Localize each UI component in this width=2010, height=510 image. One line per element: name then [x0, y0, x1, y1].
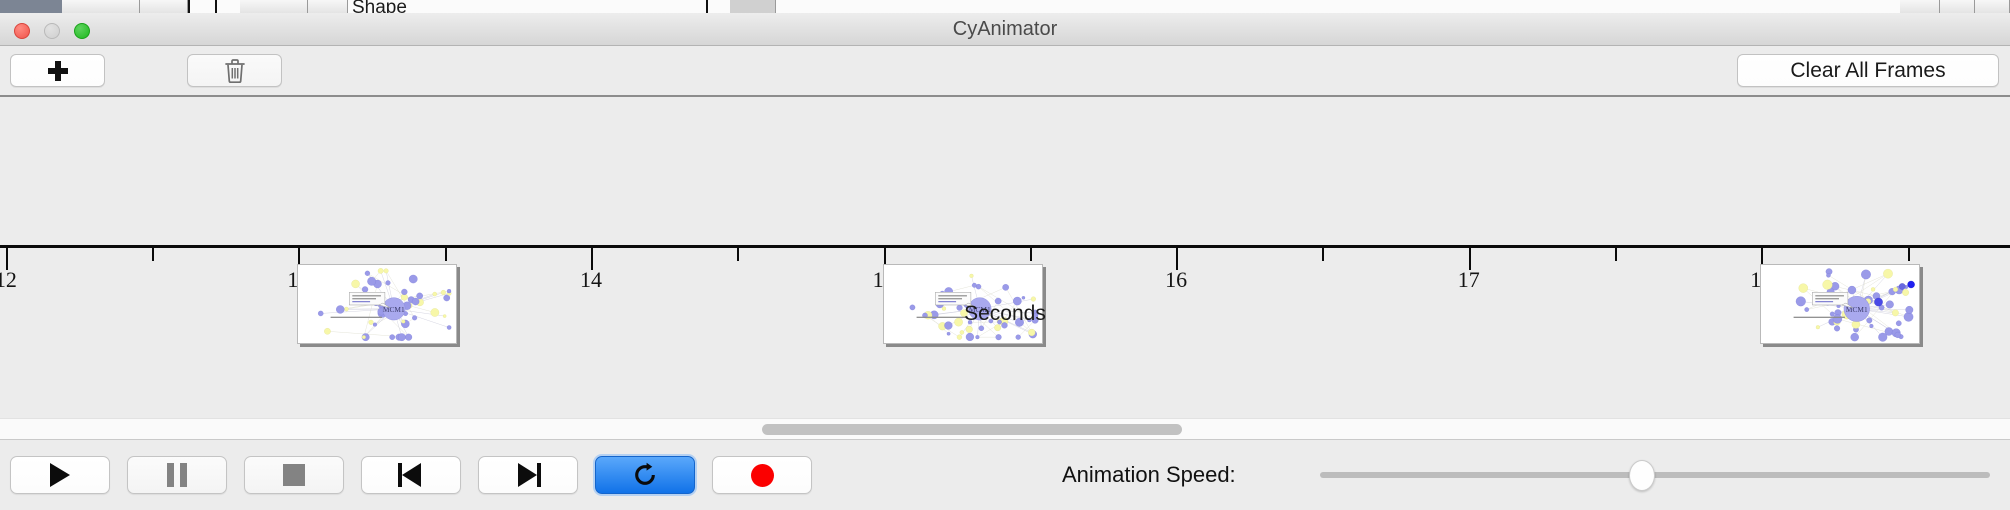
bg-cell	[730, 0, 776, 13]
stop-icon	[283, 464, 305, 486]
timeline-axis	[0, 245, 2010, 248]
timeline-axis-title: Seconds	[964, 302, 1046, 325]
scrollbar-thumb[interactable]	[762, 424, 1182, 435]
stop-button[interactable]	[244, 456, 344, 494]
skip-to-end-icon	[515, 463, 541, 487]
animation-speed-label: Animation Speed:	[1062, 462, 1236, 487]
animation-speed-slider[interactable]	[1320, 456, 1990, 494]
bg-dark-cell	[0, 0, 62, 13]
bg-cell	[1900, 0, 1940, 13]
timeline-tick-minor	[1907, 248, 1910, 261]
skip-to-start-icon	[398, 463, 424, 487]
bg-cell	[140, 0, 188, 13]
timeline-tick-major	[298, 248, 301, 270]
timeline-tick-major	[5, 248, 8, 270]
timeline-tick-major	[883, 248, 886, 270]
timeline-tick-minor	[737, 248, 740, 261]
minimize-button[interactable]	[44, 23, 60, 39]
delete-frame-button[interactable]	[187, 54, 282, 87]
window-title: CyAnimator	[952, 18, 1058, 40]
frames-toolbar: Clear All Frames	[0, 47, 2010, 95]
svg-text:MCM1: MCM1	[968, 305, 990, 314]
timeline-tick-major	[1176, 248, 1179, 270]
svg-text:MCM1: MCM1	[1846, 305, 1868, 314]
timeline-tick-label: 12	[0, 267, 17, 292]
play-button[interactable]	[10, 456, 110, 494]
loop-button[interactable]	[595, 456, 695, 494]
timeline-tick-minor	[1615, 248, 1618, 261]
timeline-tick-minor	[1322, 248, 1325, 261]
loop-icon	[635, 462, 655, 485]
bg-tick	[215, 0, 217, 13]
clear-all-frames-label: Clear All Frames	[1790, 58, 1946, 82]
bg-cell	[308, 0, 348, 13]
timeline-tick-minor	[152, 248, 155, 261]
timeline-frame-thumbnail[interactable]: MCM1	[297, 264, 458, 344]
bg-tick	[188, 0, 190, 13]
play-icon	[50, 463, 70, 487]
record-button[interactable]	[712, 456, 812, 494]
timeline-tick-minor	[444, 248, 447, 261]
timeline-frame-thumbnail[interactable]: MCM1	[1760, 264, 1921, 344]
record-icon	[750, 463, 774, 487]
timeline-panel[interactable]: 12131415161718 MCM1 MCM1	[0, 95, 2010, 425]
timeline-tick-label: 14	[580, 267, 602, 292]
bg-cell	[1975, 0, 2010, 13]
timeline-tick-label: 17	[1457, 267, 1480, 292]
timeline-tick-major	[591, 248, 593, 270]
background-window-strip: Shape	[0, 0, 2010, 13]
skip-to-end-button[interactable]	[478, 456, 578, 494]
timeline-tick-major	[1468, 248, 1471, 270]
plus-icon	[47, 60, 68, 81]
bg-cell	[240, 0, 308, 13]
timeline-tick-major	[1761, 248, 1764, 270]
bg-cell	[62, 0, 140, 13]
trash-icon	[224, 58, 245, 83]
timeline-tick-minor	[1029, 248, 1032, 261]
timeline-horizontal-scrollbar[interactable]	[0, 418, 2010, 440]
timeline-frame-thumbnail[interactable]: MCM1	[882, 264, 1043, 344]
maximize-button[interactable]	[74, 23, 90, 39]
window-titlebar[interactable]: CyAnimator	[0, 13, 2010, 46]
clear-all-frames-button[interactable]: Clear All Frames	[1737, 54, 1999, 87]
playback-control-bar: Animation Speed:	[0, 441, 2010, 510]
bg-cell	[1940, 0, 1975, 13]
slider-thumb[interactable]	[1629, 460, 1656, 491]
bg-tick	[706, 0, 708, 13]
close-button[interactable]	[14, 23, 30, 39]
timeline-tick-label: 16	[1165, 267, 1188, 292]
add-frame-button[interactable]	[10, 54, 105, 87]
pause-icon	[167, 463, 187, 487]
pause-button[interactable]	[127, 456, 227, 494]
bg-window-label: Shape	[352, 0, 407, 13]
svg-text:MCM1: MCM1	[383, 305, 405, 314]
skip-to-start-button[interactable]	[361, 456, 461, 494]
